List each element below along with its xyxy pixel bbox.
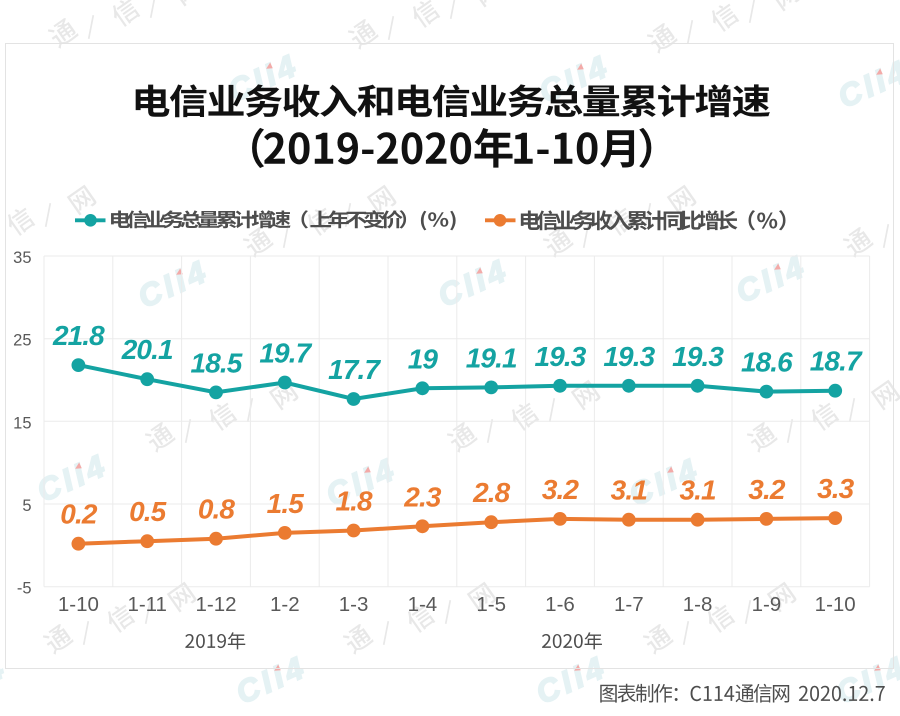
svg-text:19.1: 19.1: [466, 342, 517, 373]
svg-text:1-8: 1-8: [683, 593, 713, 616]
svg-text:2.3: 2.3: [403, 481, 442, 512]
svg-text:25: 25: [13, 332, 31, 350]
svg-text:1-4: 1-4: [408, 593, 438, 616]
svg-text:19.3: 19.3: [535, 341, 587, 372]
svg-text:1-3: 1-3: [339, 593, 369, 616]
svg-text:3.2: 3.2: [748, 474, 786, 505]
svg-text:-5: -5: [17, 580, 32, 598]
svg-text:2.8: 2.8: [472, 477, 511, 508]
svg-text:1-9: 1-9: [752, 593, 782, 616]
svg-text:19.3: 19.3: [672, 341, 724, 372]
svg-text:18.6: 18.6: [741, 347, 793, 378]
svg-text:1-6: 1-6: [545, 593, 575, 616]
svg-text:17.7: 17.7: [328, 354, 381, 385]
svg-text:0.2: 0.2: [60, 499, 98, 530]
svg-text:3.2: 3.2: [542, 474, 580, 505]
svg-text:1-2: 1-2: [270, 593, 300, 616]
svg-text:18.7: 18.7: [810, 346, 863, 377]
svg-text:1-7: 1-7: [614, 593, 644, 616]
svg-text:19: 19: [408, 343, 439, 374]
svg-text:35: 35: [13, 249, 31, 267]
svg-text:3.1: 3.1: [679, 475, 716, 506]
svg-text:0.5: 0.5: [129, 496, 167, 527]
svg-text:19.7: 19.7: [259, 338, 312, 369]
svg-text:18.5: 18.5: [191, 347, 243, 378]
svg-text:15: 15: [13, 414, 31, 432]
svg-text:1-12: 1-12: [195, 593, 236, 616]
svg-text:5: 5: [22, 497, 31, 515]
svg-text:1-11: 1-11: [127, 593, 167, 616]
svg-text:1.5: 1.5: [267, 488, 305, 519]
svg-text:3.3: 3.3: [817, 473, 855, 504]
svg-text:20.1: 20.1: [121, 334, 173, 365]
svg-text:1-5: 1-5: [476, 593, 506, 616]
svg-text:1.8: 1.8: [335, 486, 373, 517]
svg-text:19.3: 19.3: [603, 341, 655, 372]
svg-text:21.8: 21.8: [52, 320, 105, 351]
svg-text:3.1: 3.1: [611, 475, 648, 506]
svg-text:0.8: 0.8: [198, 494, 236, 525]
svg-text:1-10: 1-10: [815, 593, 856, 616]
svg-text:1-10: 1-10: [58, 593, 99, 616]
